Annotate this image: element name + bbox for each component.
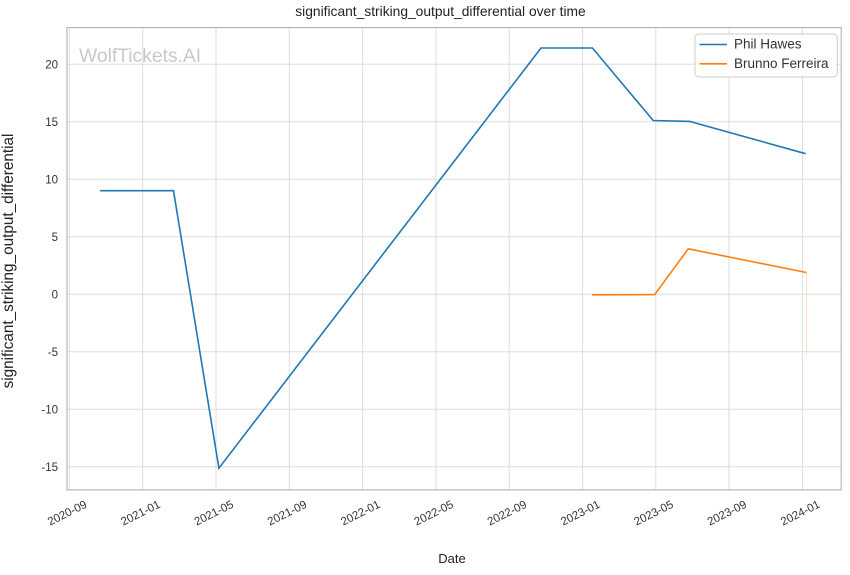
svg-text:-5: -5 — [48, 347, 58, 359]
svg-text:-10: -10 — [41, 404, 58, 416]
svg-text:2022-09: 2022-09 — [486, 499, 529, 529]
svg-text:10: 10 — [45, 174, 58, 186]
svg-text:2021-09: 2021-09 — [266, 499, 309, 529]
svg-text:2024-01: 2024-01 — [779, 499, 822, 529]
svg-text:2021-01: 2021-01 — [119, 499, 162, 529]
svg-text:20: 20 — [45, 59, 58, 71]
svg-text:Brunno Ferreira: Brunno Ferreira — [734, 56, 829, 71]
svg-text:0: 0 — [52, 289, 58, 301]
svg-text:-15: -15 — [41, 462, 58, 474]
svg-text:2020-09: 2020-09 — [46, 499, 89, 529]
svg-text:2022-01: 2022-01 — [339, 499, 382, 529]
svg-text:2023-09: 2023-09 — [706, 499, 749, 529]
svg-text:2023-05: 2023-05 — [632, 499, 675, 529]
svg-text:2023-01: 2023-01 — [559, 499, 602, 529]
svg-text:2022-05: 2022-05 — [413, 499, 456, 529]
svg-text:Phil Hawes: Phil Hawes — [734, 37, 802, 52]
svg-text:5: 5 — [52, 232, 58, 244]
svg-text:2021-05: 2021-05 — [193, 499, 236, 529]
svg-text:15: 15 — [45, 117, 58, 129]
